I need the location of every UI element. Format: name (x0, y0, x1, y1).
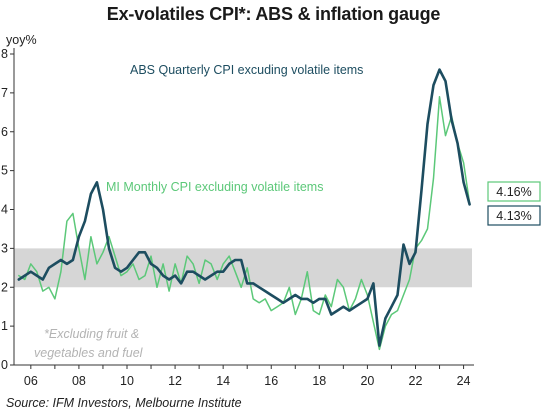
source-note: Source: IFM Investors, Melbourne Institu… (6, 396, 242, 410)
axes (13, 48, 474, 366)
footnote-line-2: vegetables and fuel (34, 346, 144, 360)
x-tick-label: 22 (409, 374, 423, 388)
y-tick-label: 2 (1, 280, 8, 294)
y-tick-label: 1 (1, 319, 8, 333)
abs-series-line (17, 68, 471, 347)
x-tick-label: 08 (72, 374, 86, 388)
mi-end-label: 4.16% (487, 181, 541, 202)
y-tick-label: 7 (1, 86, 8, 100)
x-tick-label: 16 (264, 374, 278, 388)
x-tick-label: 10 (120, 374, 134, 388)
y-tick-label: 6 (1, 125, 8, 139)
y-ticks: 0 1 2 3 4 5 6 7 8 (1, 47, 14, 372)
svg-text:4.13%: 4.13% (496, 209, 531, 223)
y-tick-label: 5 (1, 164, 8, 178)
y-axis-label: yoy% (6, 33, 37, 47)
x-tick-label: 18 (312, 374, 326, 388)
abs-series-annotation: ABS Quarterly CPI excuding volatile item… (130, 63, 363, 77)
series-lines (17, 68, 471, 351)
y-tick-label: 8 (1, 47, 8, 61)
svg-text:4.16%: 4.16% (496, 185, 531, 199)
y-tick-label: 0 (1, 358, 8, 372)
x-tick-label: 12 (168, 374, 182, 388)
x-tick-label: 14 (216, 374, 230, 388)
abs-end-label: 4.13% (487, 205, 541, 226)
footnote-line-1: *Excluding fruit & (44, 327, 139, 341)
mi-series-line (18, 96, 471, 351)
chart-title: Ex-volatiles CPI*: ABS & inflation gauge (106, 4, 441, 24)
x-ticks: 06 08 10 12 14 16 18 20 22 24 (24, 365, 471, 388)
y-tick-label: 3 (1, 241, 8, 255)
x-tick-label: 06 (24, 374, 38, 388)
x-tick-label: 24 (457, 374, 471, 388)
mi-series-annotation: MI Monthly CPI excluding volatile items (106, 180, 323, 194)
x-tick-label: 20 (360, 374, 374, 388)
y-tick-label: 4 (1, 203, 8, 217)
